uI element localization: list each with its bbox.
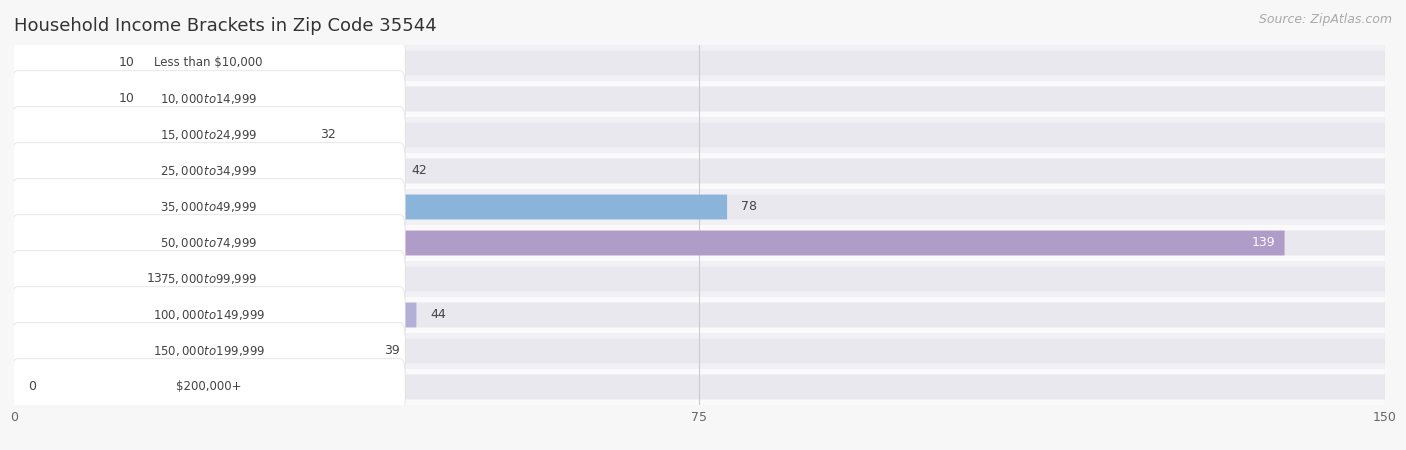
Text: $100,000 to $149,999: $100,000 to $149,999 [152,308,264,322]
Text: 42: 42 [412,165,427,177]
Bar [14,333,1385,369]
Text: 0: 0 [28,381,35,393]
FancyBboxPatch shape [14,374,1385,400]
Text: $200,000+: $200,000+ [176,381,242,393]
Bar [14,225,1385,261]
FancyBboxPatch shape [13,215,405,271]
Text: 10: 10 [120,57,135,69]
FancyBboxPatch shape [14,230,1385,256]
Text: 139: 139 [1251,237,1275,249]
Text: Household Income Brackets in Zip Code 35544: Household Income Brackets in Zip Code 35… [14,17,437,35]
Bar [14,81,1385,117]
FancyBboxPatch shape [14,266,1385,292]
Text: 10: 10 [120,93,135,105]
Text: $10,000 to $14,999: $10,000 to $14,999 [160,92,257,106]
Bar [14,369,1385,405]
FancyBboxPatch shape [13,71,405,127]
Text: $35,000 to $49,999: $35,000 to $49,999 [160,200,257,214]
FancyBboxPatch shape [14,50,1385,76]
Bar [14,45,1385,81]
Bar [14,261,1385,297]
FancyBboxPatch shape [14,50,105,76]
Text: $15,000 to $24,999: $15,000 to $24,999 [160,128,257,142]
FancyBboxPatch shape [14,338,371,364]
FancyBboxPatch shape [14,302,1385,328]
FancyBboxPatch shape [14,122,307,148]
FancyBboxPatch shape [14,86,105,112]
Bar [14,153,1385,189]
FancyBboxPatch shape [13,143,405,199]
FancyBboxPatch shape [14,302,416,328]
FancyBboxPatch shape [14,194,1385,220]
FancyBboxPatch shape [13,359,405,415]
FancyBboxPatch shape [14,266,134,292]
Text: 44: 44 [430,309,446,321]
FancyBboxPatch shape [14,194,727,220]
Bar [14,189,1385,225]
Text: $150,000 to $199,999: $150,000 to $199,999 [152,344,264,358]
FancyBboxPatch shape [14,122,1385,148]
Text: $75,000 to $99,999: $75,000 to $99,999 [160,272,257,286]
FancyBboxPatch shape [14,86,1385,112]
FancyBboxPatch shape [14,158,398,184]
FancyBboxPatch shape [13,323,405,379]
FancyBboxPatch shape [13,107,405,163]
Bar [14,117,1385,153]
Text: $25,000 to $34,999: $25,000 to $34,999 [160,164,257,178]
FancyBboxPatch shape [14,338,1385,364]
Text: 13: 13 [146,273,162,285]
FancyBboxPatch shape [13,179,405,235]
FancyBboxPatch shape [13,287,405,343]
Text: 39: 39 [384,345,399,357]
FancyBboxPatch shape [14,230,1285,256]
Text: 78: 78 [741,201,756,213]
FancyBboxPatch shape [13,251,405,307]
Text: $50,000 to $74,999: $50,000 to $74,999 [160,236,257,250]
Text: 32: 32 [321,129,336,141]
FancyBboxPatch shape [14,158,1385,184]
FancyBboxPatch shape [13,35,405,91]
Text: Less than $10,000: Less than $10,000 [155,57,263,69]
Bar [14,297,1385,333]
Text: Source: ZipAtlas.com: Source: ZipAtlas.com [1258,14,1392,27]
